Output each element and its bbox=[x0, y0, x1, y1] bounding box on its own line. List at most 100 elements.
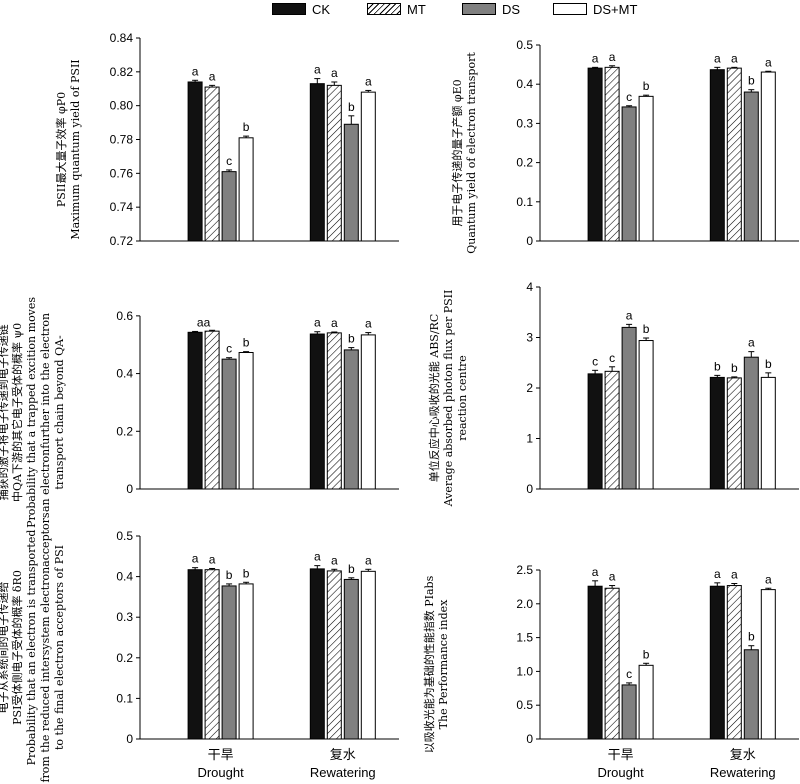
significance-letter: b bbox=[348, 100, 355, 114]
y-tick-label: 0.2 bbox=[116, 424, 133, 438]
bar bbox=[204, 569, 220, 740]
significance-letter: a bbox=[314, 550, 321, 564]
significance-letter: c bbox=[226, 154, 232, 168]
bar bbox=[621, 106, 637, 242]
significance-letter: a bbox=[365, 74, 372, 88]
y-tick-label: 0.3 bbox=[516, 116, 533, 130]
y-tick-label: 0.74 bbox=[110, 200, 134, 214]
bar bbox=[187, 81, 203, 242]
significance-letter: a bbox=[609, 50, 616, 64]
y-axis-label: Average absorbed photon flux per PSII bbox=[442, 290, 455, 508]
bar bbox=[343, 123, 359, 242]
y-tick-label: 0.5 bbox=[116, 529, 133, 543]
y-tick-label: 4 bbox=[526, 280, 533, 294]
significance-letter: b bbox=[765, 357, 772, 371]
y-axis-label: Maximum quantum yield of PSII bbox=[69, 59, 82, 239]
bar bbox=[709, 376, 725, 490]
significance-letter: b bbox=[348, 562, 355, 576]
significance-letter: c bbox=[592, 354, 598, 368]
y-axis-label: from the reduced intersystem electronacc… bbox=[39, 512, 52, 782]
bar bbox=[709, 585, 725, 740]
y-tick-label: 0.78 bbox=[110, 133, 134, 147]
significance-letter: a bbox=[314, 316, 321, 330]
significance-letter: a bbox=[748, 336, 755, 350]
bar bbox=[604, 370, 620, 490]
bar bbox=[587, 373, 603, 490]
bar bbox=[638, 340, 654, 490]
significance-letter: a bbox=[192, 552, 199, 566]
bar bbox=[621, 684, 637, 740]
significance-letter: a bbox=[331, 316, 338, 330]
bar bbox=[238, 583, 254, 740]
significance-letter: a bbox=[714, 567, 721, 581]
bar bbox=[221, 358, 237, 490]
bar bbox=[587, 67, 603, 242]
legend-label-ds: DS bbox=[502, 1, 521, 17]
y-axis-label: to the final electron acceptors of PSI bbox=[53, 545, 66, 750]
legend-label-mt: MT bbox=[407, 1, 426, 17]
y-axis-label: transport chain beyond QA- bbox=[53, 335, 66, 490]
significance-letter: a bbox=[592, 51, 599, 65]
significance-letter: a bbox=[209, 69, 216, 83]
bar bbox=[621, 326, 637, 490]
bar bbox=[204, 330, 220, 490]
bar bbox=[360, 334, 376, 490]
bar bbox=[604, 66, 620, 242]
significance-letter: a bbox=[765, 55, 772, 69]
y-axis-label: 用于电子传递的量子产额 φE0 bbox=[450, 79, 464, 226]
y-tick-label: 0 bbox=[126, 482, 133, 496]
y-tick-label: 0.1 bbox=[116, 691, 133, 705]
x-tick-label: 复水 bbox=[330, 747, 356, 762]
y-tick-label: 0.4 bbox=[116, 570, 133, 584]
significance-letter: a bbox=[365, 317, 372, 331]
bar bbox=[221, 585, 237, 740]
bar bbox=[709, 69, 725, 242]
legend-item-dsmt: DS+MT bbox=[553, 1, 638, 17]
y-tick-label: 3 bbox=[526, 331, 533, 345]
bar bbox=[309, 568, 325, 740]
y-tick-label: 0.4 bbox=[116, 367, 133, 381]
significance-letter: a bbox=[331, 553, 338, 567]
legend-label-dsmt: DS+MT bbox=[593, 1, 638, 17]
significance-letter: a bbox=[192, 64, 199, 78]
significance-letter: b bbox=[731, 361, 738, 375]
legend-swatch-ck bbox=[272, 3, 306, 15]
y-tick-label: 1 bbox=[526, 432, 533, 446]
significance-letter: a bbox=[331, 66, 338, 80]
y-tick-label: 2.0 bbox=[516, 597, 533, 611]
bar bbox=[726, 377, 742, 490]
y-tick-label: 2.5 bbox=[516, 563, 533, 577]
significance-letter: b bbox=[226, 568, 233, 582]
x-tick-label: 复水 bbox=[730, 747, 756, 762]
significance-letter: a bbox=[314, 63, 321, 77]
y-axis-label: an electronfurther into the electron bbox=[39, 313, 52, 512]
y-axis-label: 捕获的激子将电子传递到电子传递链 bbox=[0, 324, 10, 500]
significance-letter: a bbox=[209, 552, 216, 566]
bar bbox=[238, 137, 254, 242]
y-axis-label: Probability that a trapped excition move… bbox=[25, 297, 38, 528]
legend-label-ck: CK bbox=[312, 1, 331, 17]
bar bbox=[760, 71, 776, 242]
significance-letter: b bbox=[243, 566, 250, 580]
significance-letter: c bbox=[626, 90, 632, 104]
bar bbox=[638, 95, 654, 242]
y-tick-label: 0 bbox=[126, 732, 133, 746]
y-tick-label: 0.2 bbox=[516, 156, 533, 170]
significance-letter: b bbox=[243, 120, 250, 134]
significance-letter: a bbox=[765, 572, 772, 586]
significance-letter: a bbox=[365, 553, 372, 567]
significance-letter: a bbox=[592, 565, 599, 579]
significance-letter: aa bbox=[197, 315, 211, 329]
legend-item-ck: CK bbox=[272, 1, 331, 17]
y-tick-label: 1.0 bbox=[516, 664, 533, 678]
significance-letter: c bbox=[626, 667, 632, 681]
significance-letter: a bbox=[731, 51, 738, 65]
significance-letter: b bbox=[748, 630, 755, 644]
bar bbox=[343, 349, 359, 490]
y-tick-label: 0.1 bbox=[516, 195, 533, 209]
bar bbox=[309, 83, 325, 242]
bar bbox=[326, 570, 342, 740]
